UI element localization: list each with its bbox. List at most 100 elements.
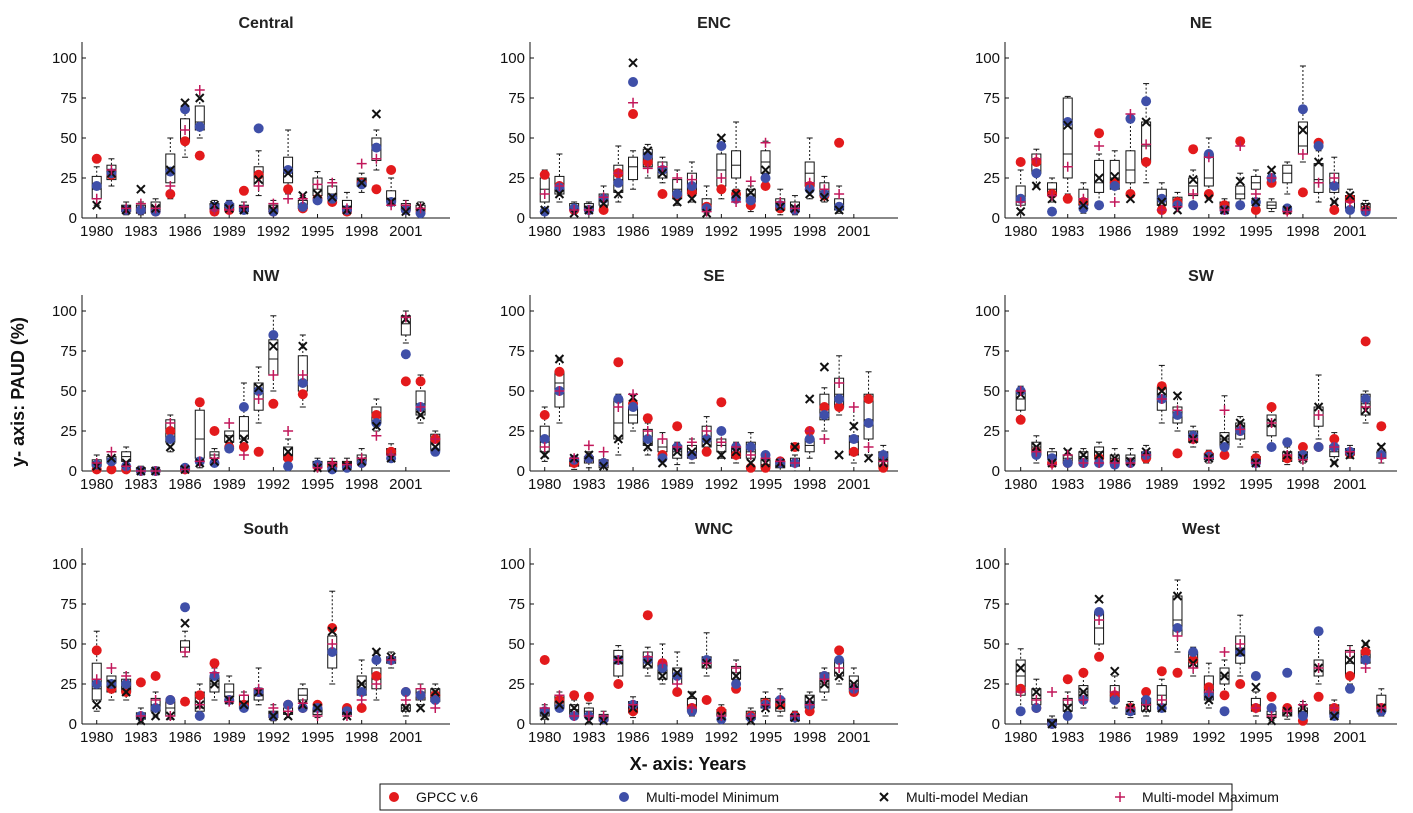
marker-gpcc	[569, 690, 580, 701]
marker-max	[642, 651, 653, 662]
marker-max	[789, 711, 800, 721]
marker-min	[356, 179, 367, 190]
box-2000	[386, 443, 397, 464]
marker-gpcc	[716, 397, 727, 408]
marker-max	[106, 165, 117, 175]
box-1991	[253, 667, 264, 706]
marker-gpcc	[91, 153, 102, 164]
marker-min	[415, 690, 426, 701]
marker-min	[745, 442, 756, 452]
y-tick-label: 75	[60, 596, 77, 613]
marker-median	[1329, 197, 1339, 207]
y-tick-label: 50	[60, 383, 77, 400]
x-tick-label: 1980	[528, 476, 561, 493]
marker-median	[598, 461, 609, 471]
marker-max	[716, 437, 727, 448]
marker-median	[1329, 458, 1339, 468]
x-tick-label: 2001	[389, 223, 422, 240]
x-tick-label: 1986	[168, 223, 201, 240]
box-1980	[1015, 648, 1026, 717]
marker-median	[1345, 655, 1355, 665]
box-1982	[569, 201, 580, 218]
x-tick-label: 1980	[80, 223, 113, 240]
box-1996	[1266, 691, 1277, 726]
marker-min	[716, 426, 727, 436]
x-tick-label: 1998	[1286, 476, 1319, 493]
box-iqr	[1313, 163, 1324, 193]
box-2001	[400, 310, 411, 387]
marker-median	[1251, 197, 1261, 207]
x-tick-label: 1989	[1145, 476, 1178, 493]
marker-gpcc	[834, 645, 845, 656]
box-1994	[1235, 416, 1246, 448]
marker-max	[180, 125, 191, 135]
marker-max	[672, 679, 683, 689]
marker-max	[1109, 687, 1120, 697]
marker-min	[1219, 442, 1230, 452]
marker-max	[386, 655, 397, 665]
box-2001	[848, 402, 859, 464]
y-tick-label: 50	[508, 130, 525, 147]
box-1998	[356, 158, 367, 193]
marker-max	[1266, 418, 1277, 428]
box-1999	[1313, 374, 1324, 452]
box-2003	[1376, 421, 1387, 464]
legend-entry-min: Multi-model Minimum	[619, 789, 779, 805]
marker-median	[371, 421, 382, 431]
marker-max	[775, 197, 786, 207]
marker-min	[1329, 181, 1340, 191]
marker-max	[1219, 647, 1230, 657]
box-1994	[297, 683, 308, 713]
marker-max	[327, 177, 338, 188]
marker-median	[239, 434, 249, 444]
box-2003	[1376, 688, 1387, 717]
marker-max	[1078, 695, 1089, 705]
marker-min	[106, 456, 117, 467]
box-1999	[1313, 626, 1324, 702]
marker-max	[804, 426, 815, 436]
x-tick-label: 1989	[661, 476, 694, 493]
box-1989	[224, 418, 235, 454]
marker-max	[386, 200, 397, 211]
box-1983	[583, 440, 594, 469]
marker-max	[1172, 405, 1183, 416]
y-tick-label: 100	[52, 50, 77, 67]
marker-max	[238, 690, 249, 701]
marker-median	[180, 618, 190, 628]
marker-min	[1313, 626, 1324, 637]
x-tick-label: 1998	[1286, 729, 1319, 746]
marker-max	[701, 426, 712, 436]
box-1998	[1297, 65, 1308, 198]
marker-max	[91, 458, 102, 468]
marker-median	[849, 421, 859, 431]
x-tick-label: 1986	[168, 729, 201, 746]
marker-max	[1235, 639, 1246, 649]
marker-max	[135, 466, 146, 476]
marker-median	[371, 647, 382, 657]
box-1991	[701, 632, 712, 705]
marker-median	[312, 703, 323, 713]
y-tick-label: 50	[983, 636, 1000, 653]
box-1995	[1250, 451, 1261, 468]
marker-max	[297, 370, 308, 380]
marker-min	[1250, 671, 1261, 681]
marker-max	[539, 189, 550, 199]
box-1982	[121, 446, 132, 475]
marker-max	[583, 205, 594, 215]
marker-max	[1109, 197, 1120, 207]
box-1993	[1219, 395, 1230, 460]
x-tick-label: 1986	[616, 476, 649, 493]
marker-max	[1015, 687, 1026, 697]
marker-max	[150, 695, 161, 705]
marker-max	[371, 430, 382, 441]
y-tick-label: 0	[517, 716, 525, 733]
marker-max	[628, 389, 639, 400]
x-tick-label: 1989	[1145, 223, 1178, 240]
marker-max	[760, 453, 771, 464]
marker-min	[1172, 623, 1183, 633]
marker-max	[1376, 703, 1387, 713]
y-tick-label: 75	[508, 90, 525, 107]
marker-median	[1110, 171, 1120, 182]
box-1990	[1172, 191, 1183, 215]
box-2001	[1344, 188, 1355, 215]
